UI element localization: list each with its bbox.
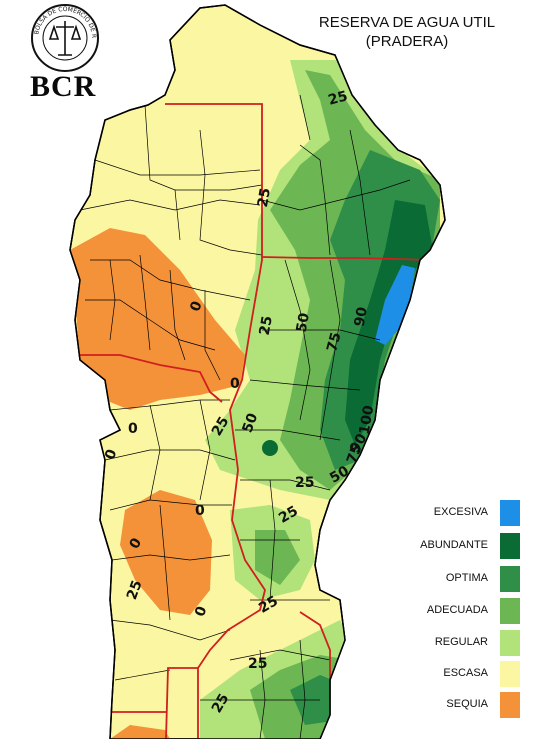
contour-label: 0 <box>195 503 205 519</box>
legend-label: ABUNDANTE <box>420 539 488 551</box>
zone-sequia-southwest <box>110 725 170 739</box>
legend-item: ABUNDANTE <box>400 533 520 559</box>
contour-label: 25 <box>124 578 146 602</box>
department-boundaries <box>79 94 411 739</box>
legend-item: EXCESIVA <box>400 500 520 526</box>
zone-abundante-spot <box>262 440 278 456</box>
legend-item: ADECUADA <box>400 598 520 624</box>
seal-icon: BOLSA DE COMERCIO DE ROSARIO <box>30 3 99 72</box>
legend-label: ESCASA <box>443 667 488 679</box>
contour-label: 50 <box>294 311 313 333</box>
contour-label: 25 <box>257 315 276 337</box>
province-border <box>69 4 446 739</box>
legend-item: ESCASA <box>400 661 520 687</box>
contour-label: 0 <box>128 421 138 437</box>
contour-label: 90 <box>352 306 371 328</box>
legend-swatch <box>500 598 520 624</box>
legend-swatch <box>500 692 520 718</box>
contour-label: 0 <box>230 376 240 392</box>
zone-sequia-northwest <box>70 228 245 410</box>
legend-item: REGULAR <box>400 630 520 656</box>
zone-excesiva <box>375 265 415 345</box>
contour-label: 25 <box>255 187 274 209</box>
legend-swatch <box>500 500 520 526</box>
legend-label: ADECUADA <box>426 604 488 616</box>
legend-item: SEQUIA <box>400 692 520 718</box>
legend-label: OPTIMA <box>445 572 488 584</box>
legend-item: OPTIMA <box>400 566 520 592</box>
zone-adecuada-small <box>255 530 300 585</box>
map-title: RESERVA DE AGUA UTIL <box>318 14 496 31</box>
legend-label: REGULAR <box>434 636 488 648</box>
map-subtitle: (PRADERA) <box>365 33 449 50</box>
legend-swatch <box>500 533 520 559</box>
legend-label: SEQUIA <box>446 698 488 710</box>
contour-label: 75 <box>344 442 366 466</box>
contour-label: 25 <box>295 475 314 491</box>
contour-label: 75 <box>324 331 344 354</box>
legend-swatch <box>500 661 520 687</box>
logo-text: BCR <box>30 70 97 103</box>
legend-swatch <box>500 630 520 656</box>
legend-label: EXCESIVA <box>433 506 488 518</box>
contour-label: 100 <box>357 404 378 436</box>
legend-swatch <box>500 566 520 592</box>
contour-label: 25 <box>248 656 267 672</box>
contour-label: 25 <box>326 88 349 108</box>
zone-sequia-west <box>120 490 212 615</box>
contour-label: 50 <box>240 411 262 435</box>
